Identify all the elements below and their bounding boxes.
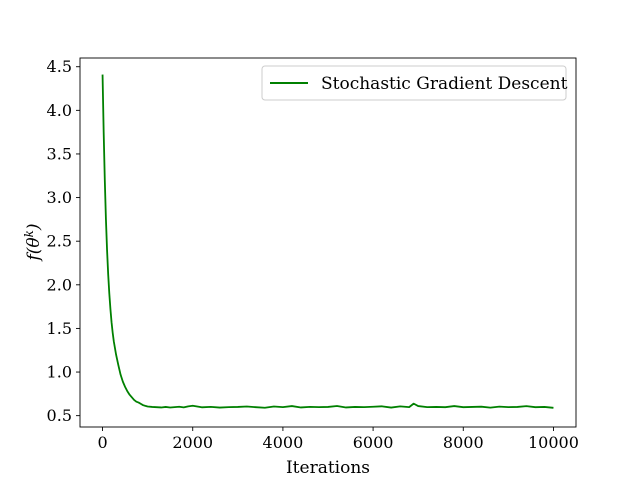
legend: Stochastic Gradient Descent: [261, 65, 568, 101]
y-axis-label: f(θk): [22, 223, 44, 262]
x-tick-label: 10000: [528, 433, 579, 452]
y-axis-label-sup: k: [22, 230, 36, 237]
x-tick-label: 4000: [263, 433, 304, 452]
plot-frame: [79, 57, 577, 428]
y-tick-label: 1.5: [47, 319, 72, 338]
y-tick-label: 3.5: [47, 144, 72, 163]
y-tick-label: 4.0: [47, 101, 72, 120]
x-tick-label: 2000: [172, 433, 213, 452]
y-axis: 0.5 1.0 1.5 2.0 2.5 3.0 3.5 4.0 4.5: [47, 57, 80, 425]
y-tick-label: 1.0: [47, 363, 72, 382]
series-line-0: [101, 74, 554, 409]
x-axis: 0 2000 4000 6000 8000 10000: [97, 427, 579, 452]
x-tick-label: 6000: [353, 433, 394, 452]
legend-box: [261, 65, 567, 101]
legend-label: Stochastic Gradient Descent: [321, 74, 568, 94]
series-layer: [101, 74, 554, 409]
x-tick-label: 8000: [443, 433, 484, 452]
y-axis-label-suffix: ): [24, 223, 44, 231]
y-tick-label: 4.5: [47, 57, 72, 76]
y-tick-label: 2.0: [47, 275, 72, 294]
y-tick-label: 0.5: [47, 406, 72, 425]
plot-background: [80, 58, 576, 427]
y-tick-label: 2.5: [47, 232, 72, 251]
x-axis-label: Iterations: [286, 458, 370, 478]
y-tick-label: 3.0: [47, 188, 72, 207]
x-tick-label: 0: [97, 433, 107, 452]
y-axis-label-prefix: f(θ: [24, 237, 44, 262]
